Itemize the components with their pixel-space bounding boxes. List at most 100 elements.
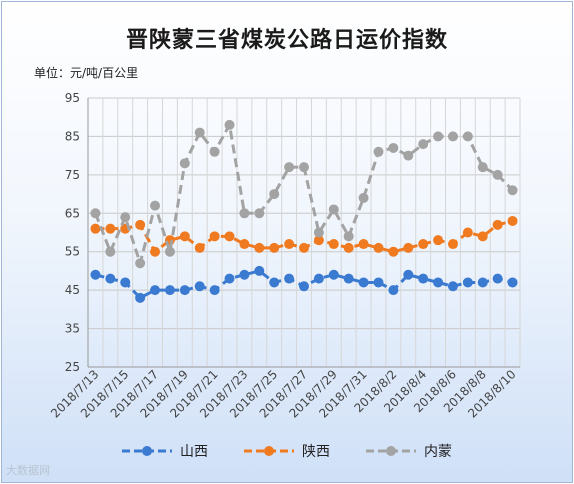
data-point-s2-2 — [120, 212, 131, 223]
data-point-s0-28 — [507, 277, 518, 288]
data-point-s2-1 — [105, 246, 116, 257]
data-point-s0-7 — [194, 281, 205, 292]
data-point-s2-26 — [477, 162, 488, 173]
legend-label-shaanxi: 陕西 — [302, 444, 330, 460]
data-point-s2-18 — [358, 192, 369, 203]
data-point-s2-22 — [418, 139, 429, 150]
data-point-s2-19 — [373, 146, 384, 157]
data-point-s0-19 — [373, 277, 384, 288]
data-point-s1-20 — [388, 246, 399, 257]
legend-item-neimeng: 内蒙 — [364, 441, 452, 461]
data-point-s2-8 — [209, 146, 220, 157]
y-tick-label-65: 65 — [65, 206, 80, 220]
data-point-s0-16 — [328, 269, 339, 280]
data-point-s1-19 — [373, 242, 384, 253]
legend-label-shanxi: 山西 — [180, 444, 208, 460]
data-point-s2-23 — [433, 131, 444, 142]
data-point-s2-3 — [135, 258, 146, 269]
y-tick-label-45: 45 — [65, 283, 80, 297]
data-point-s1-25 — [462, 227, 473, 238]
legend-item-shanxi: 山西 — [120, 441, 208, 461]
data-point-s0-17 — [343, 273, 354, 284]
data-point-s2-9 — [224, 119, 235, 130]
data-point-s1-17 — [343, 242, 354, 253]
data-point-s2-27 — [492, 169, 503, 180]
data-point-s0-12 — [269, 277, 280, 288]
legend-marker-shanxi — [122, 446, 172, 456]
data-point-s1-0 — [90, 223, 101, 234]
data-point-s1-18 — [358, 239, 369, 250]
data-point-s2-20 — [388, 142, 399, 153]
data-point-s1-9 — [224, 231, 235, 242]
data-point-s1-7 — [194, 242, 205, 253]
data-point-s2-6 — [179, 158, 190, 169]
data-point-s0-13 — [284, 273, 295, 284]
legend-label-neimeng: 内蒙 — [424, 444, 452, 460]
data-point-s1-16 — [328, 239, 339, 250]
data-point-s2-21 — [403, 150, 414, 161]
data-point-s1-21 — [403, 242, 414, 253]
data-point-s1-24 — [447, 239, 458, 250]
data-point-s1-15 — [313, 235, 324, 246]
data-point-s2-14 — [299, 162, 309, 173]
data-point-s0-8 — [209, 285, 220, 296]
data-point-s0-22 — [418, 273, 429, 284]
data-point-s2-13 — [284, 162, 295, 173]
data-point-s0-1 — [105, 273, 116, 284]
data-point-s0-11 — [254, 265, 265, 276]
data-point-s1-23 — [433, 235, 444, 246]
data-point-s1-26 — [477, 231, 488, 242]
data-point-s2-5 — [164, 246, 175, 257]
data-point-s1-28 — [507, 215, 518, 226]
data-point-s1-12 — [269, 242, 280, 253]
data-point-s0-3 — [135, 292, 146, 303]
data-point-s1-22 — [418, 239, 429, 250]
data-point-s2-10 — [239, 208, 250, 219]
data-point-s0-14 — [299, 281, 309, 292]
data-point-s0-0 — [90, 269, 101, 280]
data-point-s2-24 — [447, 131, 458, 142]
data-point-s2-11 — [254, 208, 265, 219]
data-point-s2-4 — [150, 200, 161, 211]
data-point-s0-27 — [492, 273, 503, 284]
data-point-s1-27 — [492, 219, 503, 230]
data-point-s2-17 — [343, 231, 354, 242]
data-point-s1-13 — [284, 239, 295, 250]
data-point-s0-10 — [239, 269, 250, 280]
y-tick-label-75: 75 — [65, 168, 80, 182]
data-point-s2-12 — [269, 189, 280, 200]
data-point-s1-11 — [254, 242, 265, 253]
legend-marker-shaanxi — [244, 446, 294, 456]
data-point-s1-1 — [105, 223, 116, 234]
data-point-s0-20 — [388, 285, 399, 296]
y-tick-label-55: 55 — [65, 245, 80, 259]
data-point-s0-2 — [120, 277, 131, 288]
data-point-s2-28 — [507, 185, 518, 196]
y-tick-label-25: 25 — [65, 360, 80, 374]
legend-marker-neimeng — [366, 446, 416, 456]
data-point-s0-5 — [164, 285, 175, 296]
data-point-s2-0 — [90, 208, 101, 219]
y-tick-label-95: 95 — [65, 91, 80, 105]
data-point-s0-26 — [477, 277, 488, 288]
data-point-s1-6 — [179, 231, 190, 242]
watermark: 大数据网 — [6, 464, 50, 477]
y-tick-label-85: 85 — [65, 129, 80, 143]
unit-label: 单位：元/吨/百公里 — [34, 66, 139, 80]
data-point-s0-21 — [403, 269, 414, 280]
data-point-s0-4 — [150, 285, 161, 296]
data-point-s0-6 — [179, 285, 190, 296]
data-point-s2-15 — [313, 227, 324, 238]
chart-title: 晋陕蒙三省煤炭公路日运价指数 — [125, 28, 448, 53]
y-tick-label-35: 35 — [65, 322, 80, 336]
data-point-s2-25 — [462, 131, 473, 142]
data-point-s1-14 — [299, 242, 309, 253]
legend: 山西 陕西 内蒙 — [120, 440, 452, 462]
data-point-s0-18 — [358, 277, 369, 288]
data-point-s0-15 — [313, 273, 324, 284]
data-point-s1-4 — [150, 246, 161, 257]
data-point-s2-7 — [194, 127, 205, 138]
data-point-s1-3 — [135, 219, 146, 230]
data-point-s0-9 — [224, 273, 235, 284]
